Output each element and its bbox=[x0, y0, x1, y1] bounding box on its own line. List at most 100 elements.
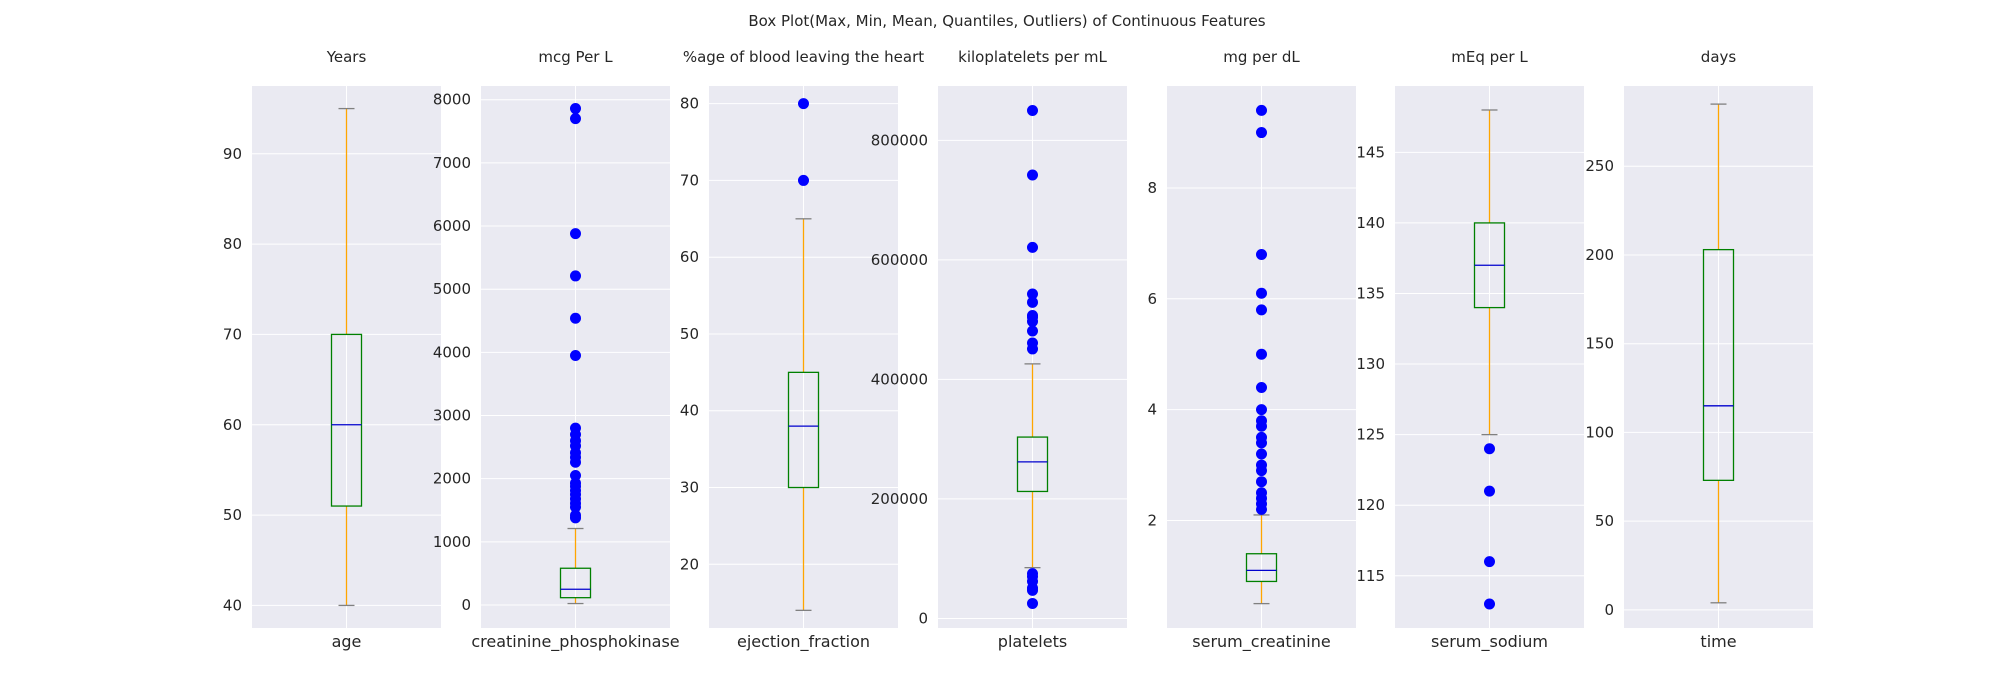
y-tick-label: 2 bbox=[1147, 511, 1157, 529]
outlier-point bbox=[1484, 598, 1495, 610]
y-tick-label: 30 bbox=[680, 479, 699, 497]
outlier-point bbox=[570, 312, 581, 324]
panel-ejection_fraction: %age of blood leaving the heart 20 30 40 50 6… bbox=[680, 48, 924, 652]
y-tick-label: 8000 bbox=[433, 91, 471, 109]
y-tick-label: 150 bbox=[1585, 335, 1614, 353]
y-tick-label: 145 bbox=[1356, 143, 1385, 161]
outlier-point bbox=[570, 270, 581, 282]
y-tick-label: 4000 bbox=[433, 343, 471, 361]
outlier-point bbox=[798, 174, 809, 186]
unit-label: mcg Per L bbox=[538, 48, 613, 66]
outlier-point bbox=[570, 103, 581, 115]
outlier-point bbox=[1027, 169, 1038, 181]
unit-label: %age of blood leaving the heart bbox=[683, 48, 924, 66]
y-tick-label: 1000 bbox=[433, 533, 471, 551]
outlier-point bbox=[1256, 459, 1267, 471]
y-tick-label: 40 bbox=[680, 402, 699, 420]
outlier-point bbox=[1027, 325, 1038, 337]
y-tick-label: 120 bbox=[1356, 496, 1385, 514]
outlier-point bbox=[1256, 304, 1267, 316]
y-tick-label: 0 bbox=[918, 609, 928, 627]
y-tick-label: 6 bbox=[1147, 290, 1157, 308]
outlier-point bbox=[1256, 476, 1267, 488]
outlier-point bbox=[570, 113, 581, 125]
panel-age: Years 40 50 60 70 80 90 age bbox=[223, 48, 441, 651]
y-tick-label: 40 bbox=[223, 596, 242, 614]
outlier-point bbox=[1484, 556, 1495, 568]
outlier-point bbox=[570, 470, 581, 482]
iqr-box bbox=[787, 371, 820, 489]
y-tick-label: 80 bbox=[680, 95, 699, 113]
unit-label: Years bbox=[326, 48, 367, 66]
unit-label: days bbox=[1701, 48, 1737, 66]
x-tick-label: serum_sodium bbox=[1431, 632, 1548, 652]
outlier-point bbox=[798, 98, 809, 110]
y-tick-label: 50 bbox=[223, 506, 242, 524]
outlier-point bbox=[1027, 296, 1038, 308]
panel-serum_sodium: mEq per L 115 120 125 130 135 140 145 serum_sodi… bbox=[1356, 48, 1584, 652]
x-tick-label: age bbox=[332, 632, 362, 651]
x-tick-label: ejection_fraction bbox=[737, 632, 870, 652]
outlier-point bbox=[570, 477, 581, 489]
x-tick-label: platelets bbox=[998, 632, 1067, 651]
outlier-point bbox=[1256, 127, 1267, 139]
y-tick-label: 115 bbox=[1356, 567, 1385, 585]
y-tick-label: 50 bbox=[680, 325, 699, 343]
y-tick-label: 70 bbox=[223, 325, 242, 343]
y-tick-label: 6000 bbox=[433, 217, 471, 235]
outlier-point bbox=[1027, 105, 1038, 117]
outlier-point bbox=[1027, 309, 1038, 321]
y-tick-label: 0 bbox=[461, 596, 471, 614]
panel-platelets: kiloplatelets per mL 0 200000 400000 600000 8… bbox=[871, 48, 1127, 651]
panel-time: days 0 50 100 150 200 250 time bbox=[1585, 48, 1813, 651]
outlier-point bbox=[1256, 248, 1267, 260]
outlier-point bbox=[1484, 443, 1495, 455]
x-tick-label: time bbox=[1700, 632, 1736, 651]
iqr-box bbox=[559, 567, 592, 599]
unit-label: mEq per L bbox=[1451, 48, 1528, 66]
outlier-point bbox=[1027, 568, 1038, 580]
iqr-box bbox=[1016, 436, 1049, 493]
y-tick-label: 3000 bbox=[433, 407, 471, 425]
y-tick-label: 4 bbox=[1147, 401, 1157, 419]
y-tick-label: 130 bbox=[1356, 355, 1385, 373]
y-tick-label: 7000 bbox=[433, 154, 471, 172]
x-tick-label: serum_creatinine bbox=[1192, 632, 1330, 652]
iqr-box bbox=[330, 333, 363, 507]
y-tick-label: 8 bbox=[1147, 179, 1157, 197]
iqr-box bbox=[1702, 248, 1735, 481]
y-tick-label: 400000 bbox=[871, 370, 928, 388]
y-tick-label: 90 bbox=[223, 145, 242, 163]
outlier-point bbox=[570, 350, 581, 362]
outlier-point bbox=[1256, 348, 1267, 360]
outlier-point bbox=[1256, 404, 1267, 416]
outlier-point bbox=[1256, 415, 1267, 427]
y-tick-label: 80 bbox=[223, 235, 242, 253]
outlier-point bbox=[1256, 487, 1267, 499]
y-tick-label: 140 bbox=[1356, 214, 1385, 232]
outlier-point bbox=[1256, 104, 1267, 116]
outlier-point bbox=[1484, 485, 1495, 497]
y-tick-label: 20 bbox=[680, 555, 699, 573]
y-tick-label: 60 bbox=[223, 416, 242, 434]
y-tick-label: 0 bbox=[1604, 601, 1614, 619]
outlier-point bbox=[1027, 337, 1038, 349]
outlier-point bbox=[1027, 241, 1038, 253]
y-tick-label: 800000 bbox=[871, 131, 928, 149]
x-tick-label: creatinine_phosphokinase bbox=[471, 632, 679, 652]
outlier-point bbox=[570, 509, 581, 521]
y-tick-label: 50 bbox=[1595, 512, 1614, 530]
outlier-point bbox=[1256, 431, 1267, 443]
outlier-point bbox=[1027, 288, 1038, 300]
y-tick-label: 135 bbox=[1356, 284, 1385, 302]
y-tick-label: 100 bbox=[1585, 423, 1614, 441]
y-tick-label: 200 bbox=[1585, 246, 1614, 264]
panel-serum_creatinine: mg per dL 2 4 6 8 serum_creatinine bbox=[1147, 48, 1356, 652]
outlier-point bbox=[1256, 448, 1267, 460]
outlier-point bbox=[570, 422, 581, 434]
y-tick-label: 70 bbox=[680, 171, 699, 189]
unit-label: mg per dL bbox=[1223, 48, 1300, 66]
y-tick-label: 125 bbox=[1356, 426, 1385, 444]
